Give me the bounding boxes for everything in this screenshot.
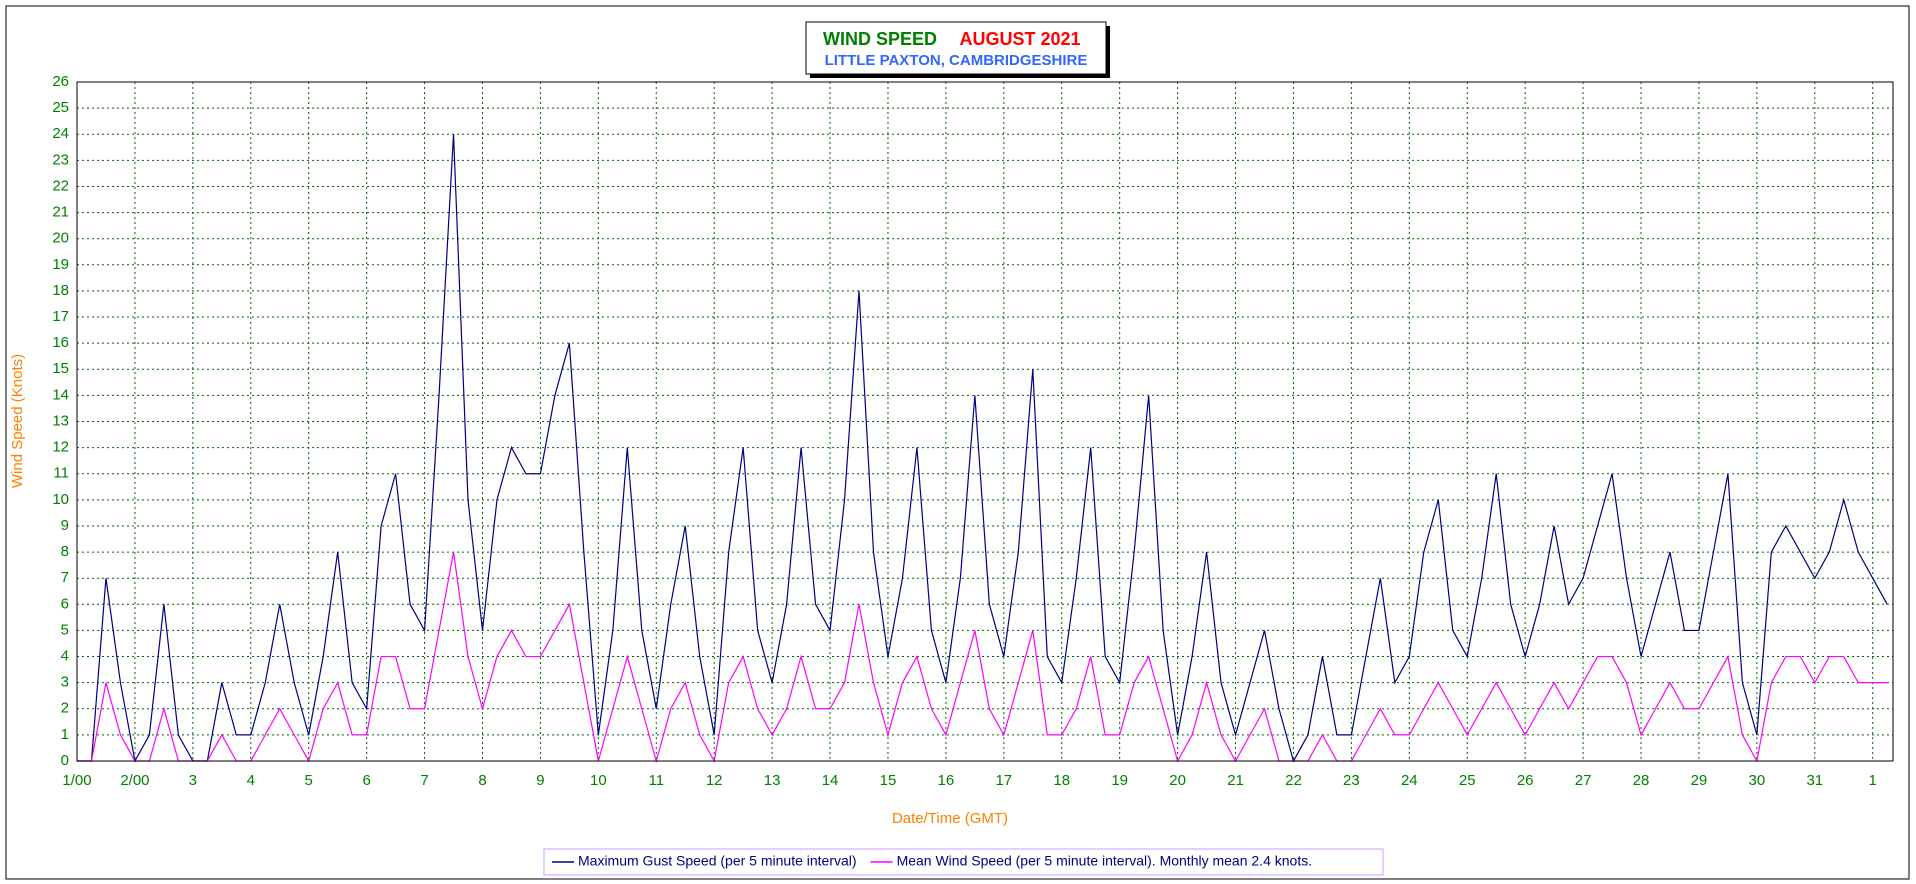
x-tick-label: 11 xyxy=(648,772,664,789)
x-tick-label: 9 xyxy=(536,772,544,789)
y-tick-label: 11 xyxy=(53,465,69,482)
y-tick-label: 15 xyxy=(52,360,69,377)
x-tick-label: 26 xyxy=(1517,772,1534,789)
y-tick-label: 16 xyxy=(52,334,69,351)
x-tick-label: 10 xyxy=(590,772,607,789)
x-tick-label: 23 xyxy=(1343,772,1360,789)
y-tick-label: 6 xyxy=(61,595,69,612)
y-tick-label: 24 xyxy=(52,125,69,142)
plot-area xyxy=(77,82,1893,761)
legend-label: Maximum Gust Speed (per 5 minute interva… xyxy=(578,853,857,869)
chart-subtitle: LITTLE PAXTON, CAMBRIDGESHIRE xyxy=(825,52,1088,69)
plot-frame xyxy=(76,81,1894,762)
x-tick-label: 22 xyxy=(1285,772,1302,789)
y-tick-label: 12 xyxy=(52,439,69,456)
y-tick-label: 23 xyxy=(52,151,69,168)
y-tick-label: 26 xyxy=(52,73,69,90)
y-tick-label: 0 xyxy=(61,752,69,769)
x-tick-label: 5 xyxy=(305,772,313,789)
y-tick-label: 17 xyxy=(52,308,69,325)
y-tick-label: 2 xyxy=(61,700,69,717)
x-tick-label: 15 xyxy=(880,772,897,789)
x-tick-label: 18 xyxy=(1053,772,1070,789)
y-tick-label: 19 xyxy=(52,256,69,273)
x-tick-label: 25 xyxy=(1459,772,1476,789)
x-tick-label: 1/00 xyxy=(62,772,91,789)
x-tick-label: 8 xyxy=(478,772,486,789)
x-tick-label: 21 xyxy=(1227,772,1244,789)
x-tick-label: 28 xyxy=(1633,772,1650,789)
chart-title: WIND SPEED xyxy=(823,29,937,49)
x-tick-label: 12 xyxy=(706,772,723,789)
y-tick-label: 7 xyxy=(61,569,69,586)
x-tick-label: 30 xyxy=(1749,772,1766,789)
x-tick-label: 14 xyxy=(822,772,839,789)
x-tick-label: 17 xyxy=(995,772,1012,789)
y-tick-label: 4 xyxy=(61,648,69,665)
x-tick-label: 31 xyxy=(1806,772,1823,789)
x-tick-label: 20 xyxy=(1169,772,1186,789)
y-tick-label: 9 xyxy=(61,517,69,534)
x-tick-label: 7 xyxy=(420,772,428,789)
y-axis-label: Wind Speed (Knots) xyxy=(9,354,26,488)
y-tick-label: 10 xyxy=(52,491,69,508)
x-tick-label: 16 xyxy=(938,772,955,789)
x-tick-label: 27 xyxy=(1575,772,1592,789)
chart-title-date: AUGUST 2021 xyxy=(959,29,1080,49)
y-tick-label: 3 xyxy=(61,674,69,691)
y-tick-label: 20 xyxy=(52,230,69,247)
x-tick-label: 6 xyxy=(362,772,370,789)
y-tick-label: 1 xyxy=(61,726,69,743)
y-tick-label: 22 xyxy=(52,177,69,194)
y-tick-label: 5 xyxy=(61,621,69,638)
legend-box xyxy=(543,848,1384,876)
x-tick-label: 24 xyxy=(1401,772,1418,789)
x-tick-label: 29 xyxy=(1691,772,1708,789)
x-tick-label: 13 xyxy=(764,772,781,789)
series-line xyxy=(77,134,1888,763)
y-tick-label: 14 xyxy=(52,386,69,403)
x-tick-label: 2/00 xyxy=(120,772,149,789)
title-box xyxy=(805,21,1107,75)
x-tick-label: 1 xyxy=(1869,772,1877,789)
y-tick-label: 25 xyxy=(52,99,69,116)
x-tick-label: 4 xyxy=(247,772,255,789)
series-line xyxy=(77,551,1888,764)
x-tick-label: 3 xyxy=(189,772,197,789)
x-tick-label: 19 xyxy=(1111,772,1128,789)
y-tick-label: 8 xyxy=(61,543,69,560)
y-tick-label: 21 xyxy=(52,204,69,221)
legend-label: Mean Wind Speed (per 5 minute interval).… xyxy=(897,853,1313,869)
y-tick-label: 13 xyxy=(52,412,69,429)
y-tick-label: 18 xyxy=(52,282,69,299)
x-axis-label: Date/Time (GMT) xyxy=(892,810,1008,827)
